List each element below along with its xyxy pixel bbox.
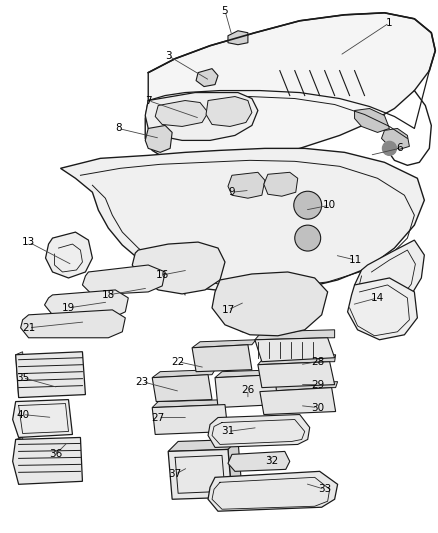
Text: 9: 9 xyxy=(229,187,235,197)
Polygon shape xyxy=(348,278,417,340)
Polygon shape xyxy=(145,125,172,152)
Polygon shape xyxy=(228,31,248,45)
Text: 18: 18 xyxy=(102,290,115,300)
Polygon shape xyxy=(152,370,215,378)
Polygon shape xyxy=(264,172,298,196)
Text: 6: 6 xyxy=(396,143,403,154)
Text: 3: 3 xyxy=(165,51,171,61)
Text: 8: 8 xyxy=(115,124,122,133)
Text: 19: 19 xyxy=(62,303,75,313)
Text: 11: 11 xyxy=(349,255,362,265)
Text: 40: 40 xyxy=(16,409,29,419)
Polygon shape xyxy=(260,382,338,392)
Polygon shape xyxy=(192,345,252,372)
Polygon shape xyxy=(208,415,310,447)
Polygon shape xyxy=(145,13,435,163)
Polygon shape xyxy=(45,290,128,318)
Polygon shape xyxy=(132,242,225,294)
Text: 35: 35 xyxy=(16,373,29,383)
Polygon shape xyxy=(168,449,232,499)
Polygon shape xyxy=(16,352,25,398)
Polygon shape xyxy=(21,310,125,338)
Polygon shape xyxy=(16,438,25,484)
Text: 32: 32 xyxy=(265,456,279,466)
Polygon shape xyxy=(192,340,256,348)
Text: 23: 23 xyxy=(136,377,149,386)
Polygon shape xyxy=(258,355,336,365)
Polygon shape xyxy=(152,405,228,434)
Text: 27: 27 xyxy=(152,413,165,423)
Polygon shape xyxy=(208,471,338,511)
Polygon shape xyxy=(228,172,265,198)
Polygon shape xyxy=(152,375,212,401)
Polygon shape xyxy=(145,93,258,140)
Polygon shape xyxy=(152,400,230,408)
Text: 21: 21 xyxy=(22,323,35,333)
Circle shape xyxy=(295,225,321,251)
Polygon shape xyxy=(212,272,328,336)
Polygon shape xyxy=(355,240,424,312)
Polygon shape xyxy=(13,400,72,438)
Polygon shape xyxy=(16,352,85,398)
Text: 7: 7 xyxy=(145,95,152,106)
Text: 26: 26 xyxy=(241,385,254,394)
Text: 1: 1 xyxy=(386,18,393,28)
Polygon shape xyxy=(260,387,336,415)
Circle shape xyxy=(382,141,396,155)
Text: 10: 10 xyxy=(323,200,336,210)
Polygon shape xyxy=(215,370,282,378)
Polygon shape xyxy=(196,69,218,86)
Text: 36: 36 xyxy=(49,449,62,459)
Text: 33: 33 xyxy=(318,484,331,494)
Text: 30: 30 xyxy=(311,402,324,413)
Polygon shape xyxy=(228,451,290,471)
Polygon shape xyxy=(215,375,278,408)
Text: 22: 22 xyxy=(172,357,185,367)
Polygon shape xyxy=(355,109,389,132)
Text: 17: 17 xyxy=(221,305,235,315)
Text: 13: 13 xyxy=(22,237,35,247)
Polygon shape xyxy=(46,232,92,278)
Polygon shape xyxy=(228,439,242,497)
Text: 14: 14 xyxy=(371,293,384,303)
Polygon shape xyxy=(258,362,335,387)
Text: 16: 16 xyxy=(155,270,169,280)
Text: 28: 28 xyxy=(311,357,324,367)
Polygon shape xyxy=(60,148,424,292)
Polygon shape xyxy=(13,438,82,484)
Circle shape xyxy=(294,191,321,219)
Polygon shape xyxy=(206,96,252,126)
Polygon shape xyxy=(381,128,410,149)
Text: 5: 5 xyxy=(222,6,228,16)
Polygon shape xyxy=(155,101,208,126)
Text: 29: 29 xyxy=(311,379,324,390)
Polygon shape xyxy=(255,330,335,340)
Polygon shape xyxy=(168,439,238,451)
Polygon shape xyxy=(255,338,335,362)
Text: 31: 31 xyxy=(221,426,235,437)
Polygon shape xyxy=(82,265,165,295)
Text: 37: 37 xyxy=(169,470,182,479)
